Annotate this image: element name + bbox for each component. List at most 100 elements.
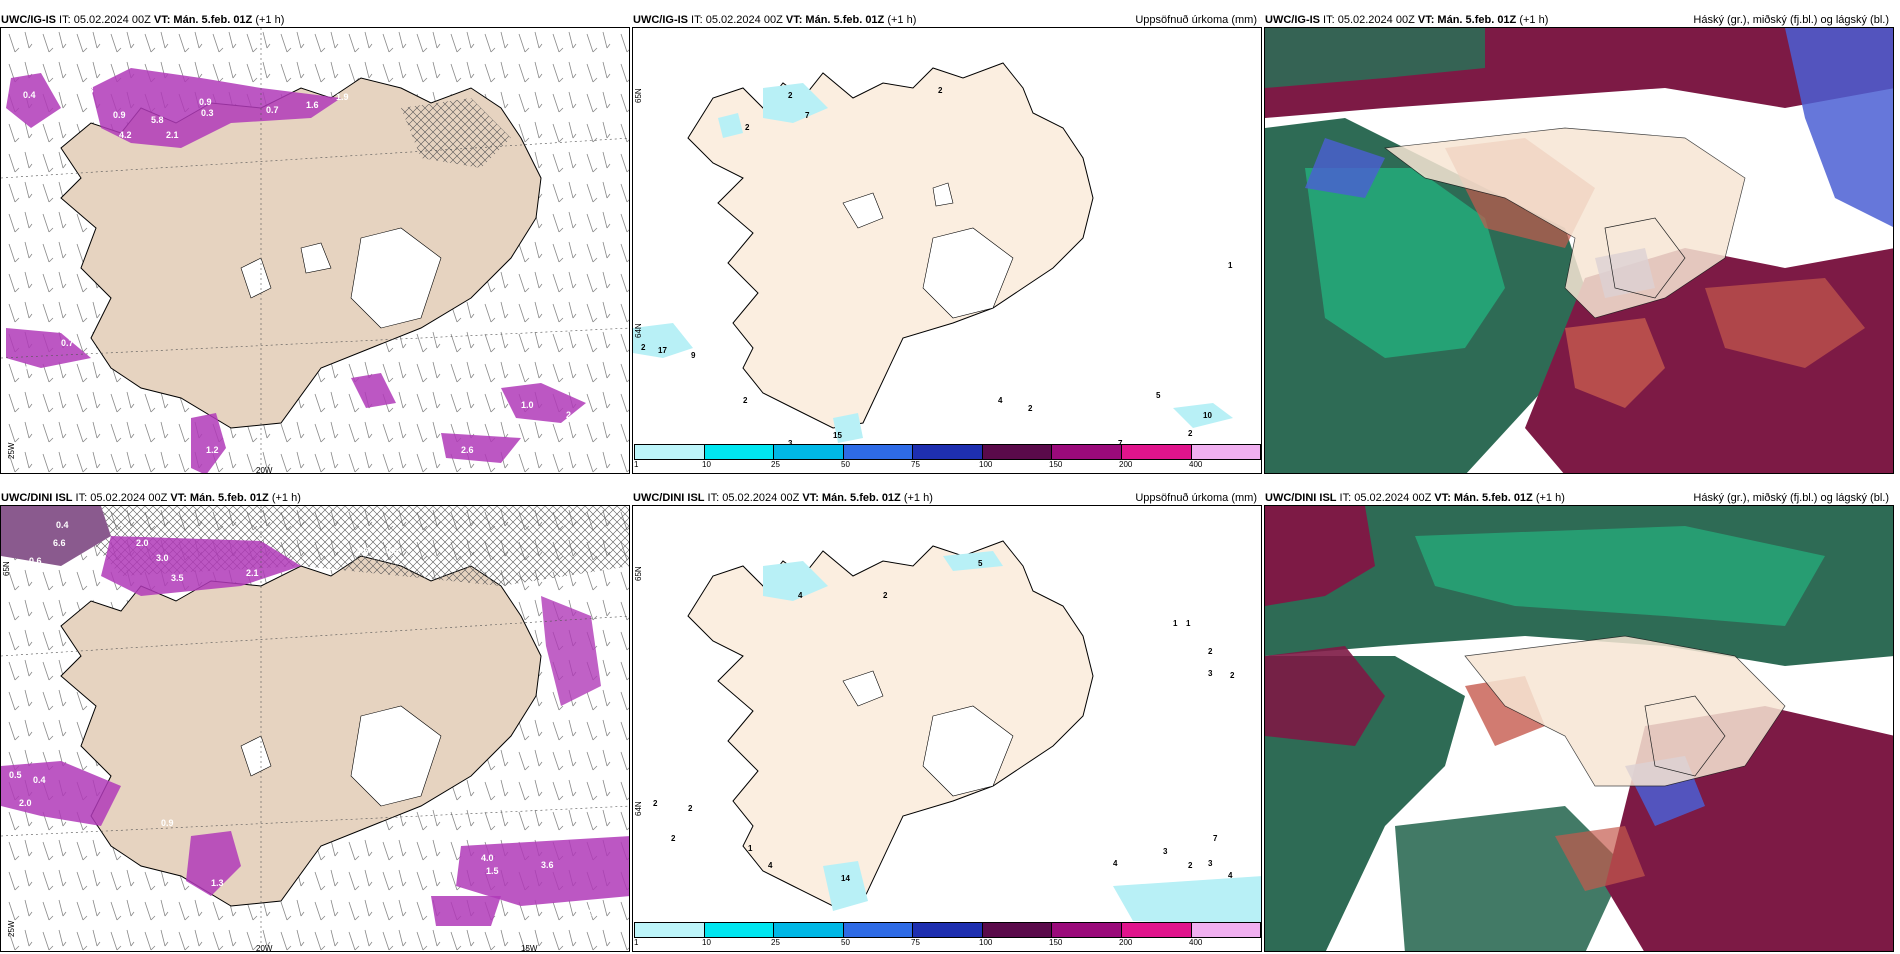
precip-label: 14 [841,874,850,883]
legend-tick: 75 [911,460,920,469]
panel-title: UWC/DINI ISL IT: 05.02.2024 00Z VT: Mán.… [1,492,301,504]
precip-label: 4 [798,591,803,600]
panel-title: UWC/IG-IS IT: 05.02.2024 00Z VT: Mán. 5.… [1265,14,1889,26]
cloud-map[interactable] [1264,505,1894,952]
wind-label: 7.0 [23,365,36,375]
legend-tick: 75 [911,938,920,947]
wind-label: 5.8 [151,115,164,125]
precip-label: 4 [1113,859,1118,868]
precip-label: 3 [788,439,793,448]
lon-label: 25W [7,442,16,459]
panel-dini-clouds: UWC/DINI ISL IT: 05.02.2024 00Z VT: Mán.… [1264,488,1894,954]
panel-title: UWC/IG-IS IT: 05.02.2024 00Z VT: Mán. 5.… [1,14,285,26]
wind-label: 1.6 [306,100,319,110]
precip-label: 5 [978,559,983,568]
legend-tick: 400 [1189,938,1203,947]
wind-label: 0.7 [266,105,279,115]
precip-label: 3 [1208,859,1213,868]
precip-label: 17 [658,346,667,355]
precip-label: 2 [653,799,658,808]
precip-label: 2 [1188,429,1193,438]
panel-dini-precip: UWC/DINI ISL IT: 05.02.2024 00Z VT: Mán.… [632,488,1262,954]
wind-label: 2.4 [566,410,579,420]
lon-label: 25W [7,920,16,937]
legend-tick: 50 [841,460,850,469]
panel-dini-wind: UWC/DINI ISL IT: 05.02.2024 00Z VT: Mán.… [0,488,630,954]
lon-label: 20W [256,944,273,952]
precip-map[interactable]: 4 2 5 1 1 2 3 2 2 2 2 1 4 14 3 4 7 3 4 2… [632,505,1262,952]
precip-label: 2 [938,86,943,95]
wind-label: 1.5 [486,866,499,876]
precip-legend: 1 10 25 50 75 100 150 200 400 [634,444,1261,469]
legend-tick: 1 [634,460,639,469]
legend-tick: 25 [771,460,780,469]
iceland-land [687,62,1094,429]
wind-label: 2.1 [166,130,179,140]
wind-label: 0.4 [56,520,69,530]
precip-label: 1 [1186,619,1191,628]
legend-tick: 1 [634,938,639,947]
panel-title: UWC/DINI ISL IT: 05.02.2024 00Z VT: Mán.… [1265,492,1889,504]
wind-label: 3.5 [171,573,184,583]
legend-tick: 100 [979,938,993,947]
wind-label: 1.9 [336,92,349,102]
wind-label: 0.6 [29,556,42,566]
precip-label: 9 [691,351,696,360]
wind-map[interactable]: 0.4 0.3 0.9 4.2 5.8 2.1 0.7 0.3 1.6 1.9 … [0,27,630,474]
wind-label: 0.7 [61,338,74,348]
precip-label: 4 [768,861,773,870]
precip-label: 2 [1208,647,1213,656]
precip-map[interactable]: 2 7 2 2 2 17 9 2 15 3 4 2 5 10 2 1 7 65N… [632,27,1262,474]
wind-label: 0.5 [386,546,399,556]
legend-tick: 150 [1049,460,1063,469]
legend-tick: 150 [1049,938,1063,947]
wind-label: 0.4 [23,90,36,100]
precip-label: 2 [1188,861,1193,870]
lat-label: 64N [634,801,643,816]
precip-label: 4 [998,396,1003,405]
precip-label: 3 [1208,669,1213,678]
precip-label: 5 [1156,391,1161,400]
precip-label: 15 [833,431,842,440]
panel-ig-clouds: UWC/IG-IS IT: 05.02.2024 00Z VT: Mán. 5.… [1264,10,1894,476]
wind-label: 2.0 [19,798,32,808]
wind-label: 2.1 [246,568,259,578]
wind-label: 0.9 [113,110,126,120]
precip-label: 2 [1028,404,1033,413]
panel-ig-precip: UWC/IG-IS IT: 05.02.2024 00Z VT: Mán. 5.… [632,10,1262,476]
wind-label: 1.0 [521,400,534,410]
wind-label: 4.2 [119,130,132,140]
precip-label: 1 [748,844,753,853]
wind-label: 0.3 [201,108,214,118]
wind-label: 6.6 [53,538,66,548]
wind-label: 4.0 [481,853,494,863]
precip-label: 2 [641,343,646,352]
lat-label: 65N [634,566,643,581]
lon-label: 15W [521,944,538,952]
precip-label: 3 [1163,847,1168,856]
precip-label: 7 [1118,439,1123,448]
precip-label: 2 [883,591,888,600]
legend-tick: 100 [979,460,993,469]
precip-label: 2 [671,834,676,843]
panel-title: UWC/IG-IS IT: 05.02.2024 00Z VT: Mán. 5.… [633,14,1257,26]
precip-label: 2 [688,804,693,813]
precip-label: 2 [743,396,748,405]
iceland-land [687,540,1094,907]
cloud-map[interactable] [1264,27,1894,474]
lon-label: 20W [256,466,273,474]
lat-label: 64N [634,323,643,338]
wind-label: 3.6 [541,860,554,870]
precip-legend: 1 10 25 50 75 100 150 200 400 [634,922,1261,947]
legend-tick: 400 [1189,460,1203,469]
panel-ig-wind: UWC/IG-IS IT: 05.02.2024 00Z VT: Mán. 5.… [0,10,630,476]
wind-label: 2.0 [136,538,149,548]
lat-label: 65N [2,561,11,576]
wind-map[interactable]: 0.4 6.6 0.6 2.0 3.0 3.5 2.1 4.6 0.5 0.5 … [0,505,630,952]
wind-label: 0.3 [81,85,94,95]
wind-label: 0.9 [161,818,174,828]
precip-label: 10 [1203,411,1212,420]
panel-title: UWC/DINI ISL IT: 05.02.2024 00Z VT: Mán.… [633,492,1257,504]
precip-label: 2 [745,123,750,132]
legend-tick: 10 [702,460,711,469]
